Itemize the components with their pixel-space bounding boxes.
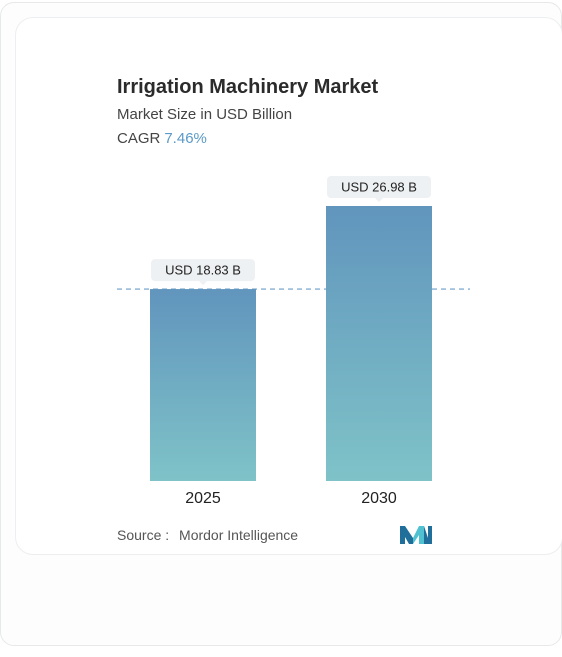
data-label-pointer: [375, 198, 383, 202]
chart-title: Irrigation Machinery Market: [117, 76, 379, 98]
data-label-text: USD 18.83 B: [165, 263, 241, 278]
data-label-bubble: [327, 176, 431, 198]
cagr-row: CAGR 7.46%: [117, 130, 207, 147]
x-tick-label-2030: 2030: [361, 490, 397, 507]
data-label-pointer: [199, 281, 207, 286]
source-name: Mordor Intelligence: [179, 527, 299, 543]
source-label: Source :: [117, 527, 170, 543]
x-tick-label-2025: 2025: [185, 490, 221, 507]
data-label-bubble: [151, 259, 255, 282]
mordor-intelligence-logo-icon: [400, 526, 432, 544]
data-label-2025: USD 18.83 B: [151, 259, 255, 286]
cagr-value: 7.46%: [164, 130, 207, 147]
data-label-2030: USD 26.98 B: [327, 176, 431, 202]
chart-card: [15, 17, 562, 555]
cagr-label: CAGR: [117, 130, 161, 147]
bar-2030: [326, 206, 432, 481]
bar-2025: [150, 289, 256, 481]
chart-subtitle: Market Size in USD Billion: [117, 106, 293, 123]
source-row: Source : Mordor Intelligence: [117, 527, 298, 543]
data-label-text: USD 26.98 B: [341, 180, 417, 195]
